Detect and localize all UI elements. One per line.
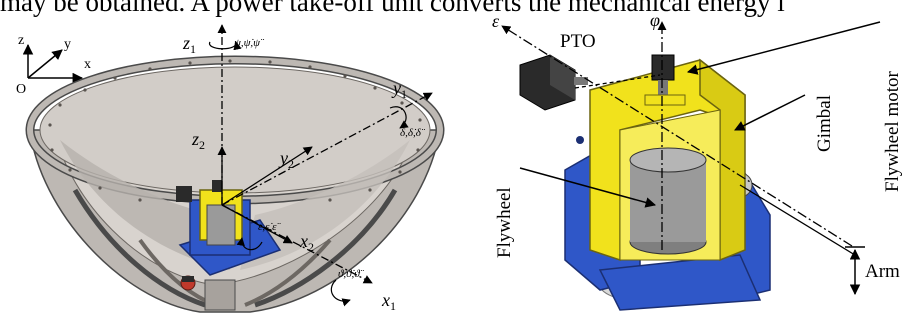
right-axes bbox=[501, 21, 856, 256]
arm-label: Arm bbox=[865, 261, 900, 282]
right-figure: ε φ PTO Flywheel motor Gimbal Flywheel A… bbox=[492, 10, 903, 311]
flywheel-motor bbox=[644, 54, 686, 106]
z1-label: z1 bbox=[182, 33, 196, 56]
hull-bowl bbox=[25, 55, 445, 313]
flywheel-label: Flywheel bbox=[494, 187, 515, 258]
header-text: may be obtained. A power take-off unit c… bbox=[0, 0, 785, 17]
rotation-arcs bbox=[209, 41, 409, 307]
frame-y-label: y bbox=[64, 37, 71, 52]
y1-label: y1 bbox=[391, 78, 407, 101]
frame-z-label: z bbox=[18, 33, 24, 48]
left-figure: z y x O bbox=[16, 24, 445, 313]
psi-label: ψ,ψ̇,ψ̈ bbox=[234, 37, 265, 49]
pto-label: PTO bbox=[560, 31, 596, 52]
epsilon-axis-label: ε bbox=[492, 11, 500, 31]
x2-label: x2 bbox=[299, 231, 314, 254]
frame-origin-label: O bbox=[16, 82, 26, 97]
left-device bbox=[176, 180, 282, 291]
y2-label: y2 bbox=[278, 148, 294, 171]
x1-label: x1 bbox=[381, 290, 396, 313]
delta-label: δ,δ̇,δ̈ bbox=[400, 127, 426, 139]
gimbal-label: Gimbal bbox=[814, 95, 835, 152]
pto-motor bbox=[519, 54, 588, 111]
global-frame-axes: z y x O bbox=[16, 33, 91, 97]
phi-axis-label: φ bbox=[650, 10, 660, 30]
z2-label: z2 bbox=[191, 129, 205, 152]
left-axes bbox=[217, 24, 433, 284]
annotation-arrows bbox=[519, 21, 881, 296]
theta-label: ϑ,ϑ̇,ϑ̈ bbox=[338, 268, 365, 280]
epsilon-rot-label: ε,ε̇,ε̈ bbox=[258, 221, 282, 233]
frame-x-label: x bbox=[84, 57, 91, 72]
rim-bolts bbox=[48, 59, 422, 202]
flywheel-motor-label: Flywheel motor bbox=[882, 70, 903, 192]
